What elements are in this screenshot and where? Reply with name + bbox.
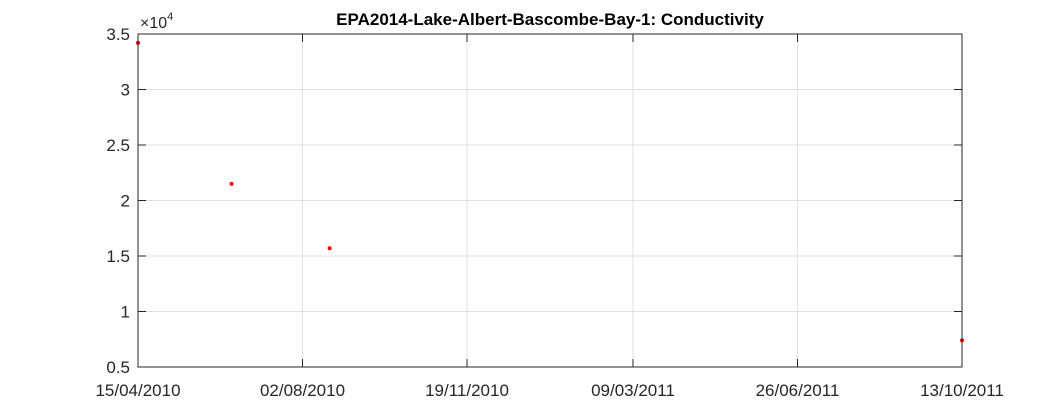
data-point bbox=[229, 181, 234, 186]
x-tick-label: 02/08/2010 bbox=[260, 381, 345, 400]
y-axis-exponent-power: 4 bbox=[167, 11, 173, 23]
chart-title: EPA2014-Lake-Albert-Bascombe-Bay-1: Cond… bbox=[336, 10, 764, 29]
data-point bbox=[327, 246, 332, 251]
x-tick-label: 13/10/2011 bbox=[920, 381, 1004, 400]
x-tick-label: 15/04/2010 bbox=[95, 381, 180, 400]
y-tick-label: 3.5 bbox=[106, 25, 130, 44]
y-tick-label: 1 bbox=[121, 303, 130, 322]
x-tick-label: 26/06/2011 bbox=[756, 381, 840, 400]
y-axis-exponent: ×104 bbox=[140, 11, 173, 32]
x-tick-label: 19/11/2010 bbox=[425, 381, 509, 400]
y-axis-exponent-base: ×10 bbox=[140, 15, 167, 32]
x-tick-label: 09/03/2011 bbox=[591, 381, 675, 400]
y-tick-label: 2 bbox=[121, 192, 130, 211]
y-tick-label: 3 bbox=[121, 81, 130, 100]
axis-ticks: 15/04/2010 02/08/2010 19/11/2010 09/03/2011… bbox=[95, 25, 1003, 400]
y-tick-label: 0.5 bbox=[106, 358, 130, 377]
y-tick-label: 1.5 bbox=[106, 247, 130, 266]
y-tick-label: 2.5 bbox=[106, 136, 130, 155]
